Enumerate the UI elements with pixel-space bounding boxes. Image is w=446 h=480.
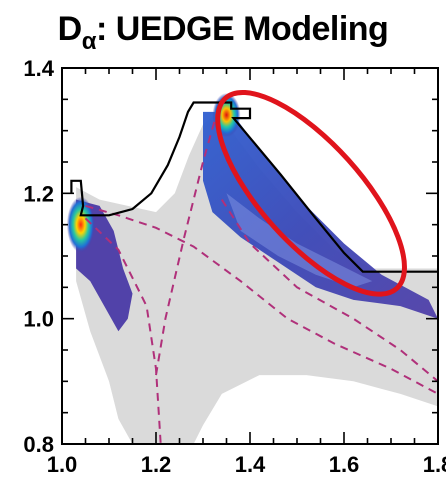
separatrix-curve-2: [84, 217, 162, 444]
chart-title: Dα: UEDGE Modeling: [0, 10, 446, 56]
y-tick-label: 1.4: [23, 56, 54, 81]
y-tick-label: 0.8: [23, 432, 54, 457]
chart-title-rest: : UEDGE Modeling: [96, 10, 389, 48]
chart-title-main: D: [57, 10, 83, 48]
axis-ticks: [61, 67, 439, 445]
grid-region: [76, 115, 438, 444]
annotation-ellipse: [215, 89, 407, 297]
emission-peak-inner: [66, 196, 95, 253]
x-tick-label: 1.6: [329, 452, 360, 477]
separatrix-curve-3: [155, 111, 219, 376]
x-tick-label: 1.0: [47, 452, 78, 477]
x-tick-label: 1.4: [235, 452, 266, 477]
y-tick-label: 1.0: [23, 307, 54, 332]
separatrix-curves: [84, 111, 438, 444]
x-tick-label: 1.2: [141, 452, 172, 477]
x-tick-label: 1.8: [423, 452, 446, 477]
wall-outline: [70, 101, 438, 273]
separatrix-curve-1: [85, 204, 438, 395]
y-tick-labels: 0.8 1.0 1.2 1.4: [23, 56, 54, 457]
plot-content: [66, 93, 438, 444]
y-tick-label: 1.2: [23, 181, 54, 206]
emission-band-outer-light: [226, 193, 373, 288]
separatrix-curve-4: [220, 199, 438, 383]
chart-title-subscript: α: [81, 28, 97, 55]
emission-band-outer: [203, 111, 438, 319]
x-tick-labels: 1.0 1.2 1.4 1.6 1.8: [47, 452, 446, 477]
